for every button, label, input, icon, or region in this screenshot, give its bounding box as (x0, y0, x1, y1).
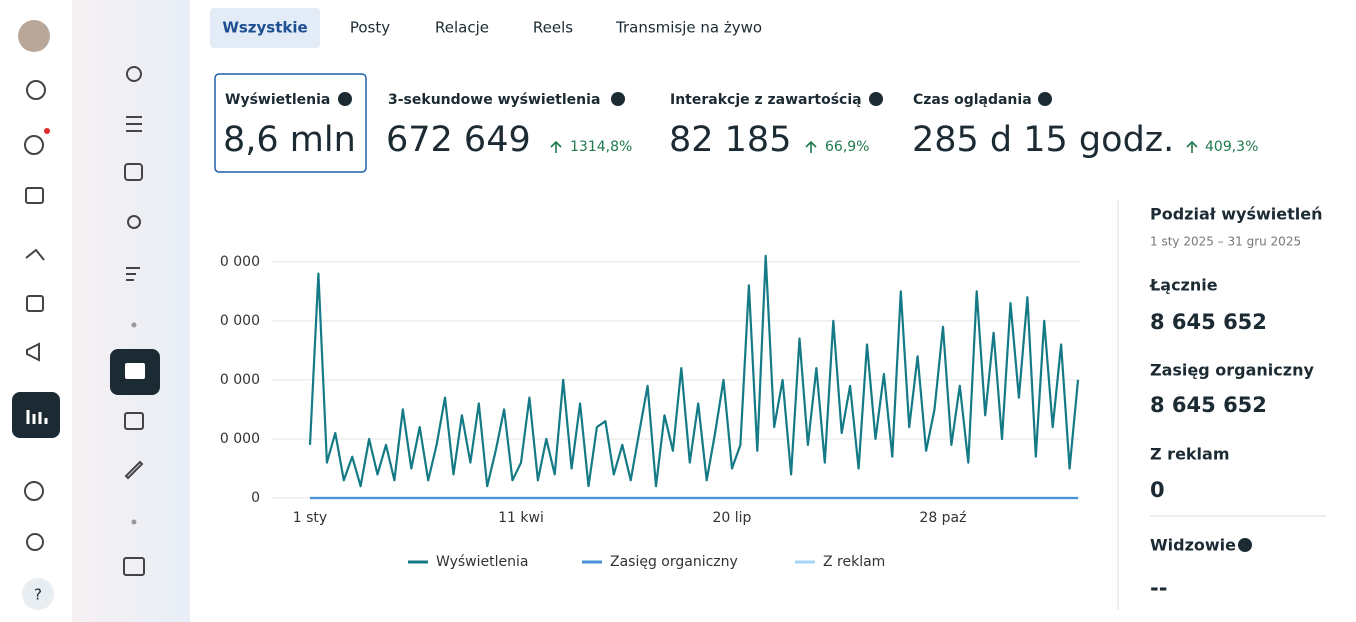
y-tick-label: 0 000 (220, 313, 260, 329)
tab[interactable]: Reels (533, 19, 573, 37)
y-tick-label: 0 000 (220, 372, 260, 388)
nav-active[interactable] (12, 392, 60, 438)
metric-label: Interakcje z zawartością (670, 92, 862, 108)
help: ? (34, 586, 42, 604)
metric-change: 66,9% (825, 139, 869, 155)
tab[interactable]: Wszystkie (222, 19, 307, 37)
x-tick-label: 28 paź (919, 510, 966, 526)
breakdown-label: Z reklam (1150, 445, 1230, 464)
breakdown-value: 0 (1150, 478, 1165, 502)
breakdown-label: Widzowie (1150, 536, 1236, 555)
metric-value: 672 649 (386, 120, 531, 160)
y-tick-label: 0 000 (220, 431, 260, 447)
info-icon[interactable] (869, 92, 883, 106)
tab[interactable]: Posty (350, 19, 390, 37)
sidebar (72, 0, 190, 622)
series-line (310, 256, 1078, 486)
metric-value: 285 d 15 godz. (912, 120, 1174, 160)
tab[interactable]: Transmisje na żywo (615, 19, 762, 37)
page: ? Wszystkie Posty Relacje Reels Transmis… (0, 0, 1356, 622)
x-tick-label: 20 lip (713, 510, 752, 526)
tab[interactable]: Relacje (435, 19, 489, 37)
metric-label: Czas oglądania (913, 92, 1032, 108)
breakdown-label: Łącznie (1149, 276, 1218, 295)
metric-label: Wyświetlenia (225, 92, 330, 108)
y-tick-label: 0 (251, 490, 260, 506)
badge (44, 128, 50, 134)
breakdown-title: Podział wyświetleń (1150, 205, 1323, 224)
breakdown-label: Zasięg organiczny (1150, 361, 1314, 380)
chart: 0 0 000 0 000 0 000 0 000 1 sty 11 kwi 20 lip 28… (220, 254, 1080, 570)
metric-change: 1314,8% (570, 139, 632, 155)
avatar[interactable] (18, 20, 50, 52)
info-icon[interactable] (338, 92, 352, 106)
info-icon[interactable] (611, 92, 625, 106)
info-icon[interactable] (1238, 538, 1252, 552)
breakdown-value: 8 645 652 (1150, 393, 1267, 417)
y-tick-label: 0 000 (220, 254, 260, 270)
screen: ? Wszystkie Posty Relacje Reels Transmis… (0, 0, 1356, 622)
metric-value: 8,6 mln (223, 120, 356, 160)
metric-change: 409,3% (1205, 139, 1258, 155)
x-tick-label: 1 sty (293, 510, 327, 526)
breakdown-value: 8 645 652 (1150, 310, 1267, 334)
metric-value: 82 185 (669, 120, 791, 160)
metric-label: 3-sekundowe wyświetlenia (388, 92, 600, 108)
info-icon[interactable] (1038, 92, 1052, 106)
legend-label: Z reklam (823, 554, 885, 570)
dot (132, 520, 137, 525)
breakdown-value: -- (1150, 576, 1167, 600)
legend-label: Zasięg organiczny (610, 554, 738, 570)
icon (125, 363, 145, 379)
legend-label: Wyświetlenia (436, 554, 528, 570)
breakdown-period: 1 sty 2025 – 31 gru 2025 (1150, 235, 1301, 249)
x-tick-label: 11 kwi (498, 510, 544, 526)
dot (132, 323, 137, 328)
